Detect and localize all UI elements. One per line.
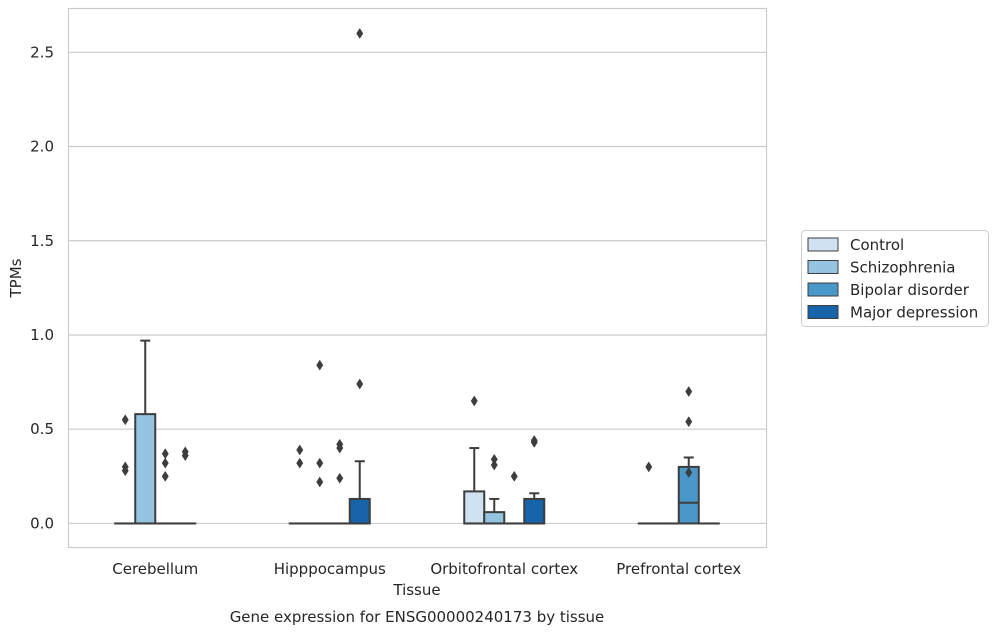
box-major-depression	[523, 435, 546, 525]
outlier-point	[161, 457, 169, 469]
box-schizophrenia	[134, 339, 157, 525]
gridlines	[68, 51, 766, 525]
box-body	[463, 490, 486, 525]
box-schizophrenia	[483, 453, 506, 525]
box-body	[348, 497, 371, 525]
plot-frame	[67, 7, 768, 549]
outlier-point	[685, 416, 693, 428]
box-schizophrenia	[308, 359, 331, 525]
y-tick-label: 2.0	[30, 138, 54, 156]
outlier-point	[336, 442, 344, 454]
outlier-point	[161, 448, 169, 460]
x-tick-label: Orbitofrontal cortex	[430, 560, 578, 578]
outlier-point	[296, 444, 304, 456]
y-tick-labels: 0.0 0.5 1.0 1.5 2.0 2.5	[30, 43, 54, 532]
outlier-point	[490, 459, 498, 471]
outlier-point	[530, 436, 538, 448]
y-tick-label: 1.0	[30, 326, 54, 344]
outlier-point	[685, 467, 693, 479]
outlier-point	[316, 457, 324, 469]
outlier-point	[356, 27, 364, 39]
legend-item: Bipolar disorder	[807, 281, 970, 299]
x-tick-label: Hipppocampus	[274, 560, 386, 578]
outlier-point	[356, 378, 364, 390]
legend-label: Major depression	[850, 304, 978, 322]
outlier-point	[121, 465, 129, 477]
legend-item: Control	[807, 236, 904, 254]
outlier-point	[296, 457, 304, 469]
outlier-point	[161, 470, 169, 482]
box-bipolar-disorder	[503, 470, 526, 525]
legend-frame	[801, 230, 989, 327]
box-bipolar-disorder	[154, 448, 177, 525]
outlier-point	[181, 450, 189, 462]
outlier-point	[685, 386, 693, 397]
legend-swatch	[807, 237, 839, 252]
y-tick-label: 2.5	[30, 43, 54, 61]
outlier-point	[470, 395, 478, 407]
box-major-depression	[348, 27, 371, 525]
legend-swatch	[807, 260, 839, 274]
box-body	[483, 511, 506, 525]
legend-swatch	[807, 282, 839, 297]
box-control	[114, 414, 137, 525]
box-major-depression	[174, 446, 197, 525]
x-axis-label: Tissue	[392, 581, 440, 599]
box-body	[523, 497, 546, 525]
y-tick-label: 0.0	[30, 514, 54, 532]
y-tick-label: 0.5	[30, 420, 54, 438]
legend-item: Major depression	[807, 304, 978, 322]
y-tick-label: 1.5	[30, 232, 54, 250]
outlier-point	[121, 414, 129, 426]
box-body	[677, 465, 700, 525]
legend-item: Schizophrenia	[807, 259, 955, 277]
box-control	[637, 461, 660, 525]
box-bipolar-disorder	[328, 438, 351, 525]
outlier-point	[316, 359, 324, 371]
outlier-point	[645, 461, 653, 473]
box-body	[134, 413, 157, 525]
outlier-point	[316, 476, 324, 488]
box-groups	[114, 27, 720, 525]
legend-label: Bipolar disorder	[850, 281, 970, 299]
legend-label: Schizophrenia	[850, 259, 955, 277]
outlier-point	[510, 470, 518, 482]
outlier-point	[336, 472, 344, 484]
y-axis-label: TPMs	[7, 258, 25, 298]
x-tick-label: Prefrontal cortex	[616, 560, 741, 578]
legend-swatch	[807, 305, 839, 319]
x-tick-labels: Cerebellum Hipppocampus Orbitofrontal cort…	[112, 560, 741, 578]
chart-caption: Gene expression for ENSG00000240173 by t…	[230, 608, 605, 626]
legend: Control Schizophrenia Bipolar disorder Majo…	[801, 230, 989, 327]
x-tick-label: Cerebellum	[112, 560, 198, 578]
legend-label: Control	[850, 236, 904, 254]
box-control	[288, 444, 311, 525]
box-bipolar-disorder	[677, 386, 700, 525]
box-control	[463, 395, 486, 525]
